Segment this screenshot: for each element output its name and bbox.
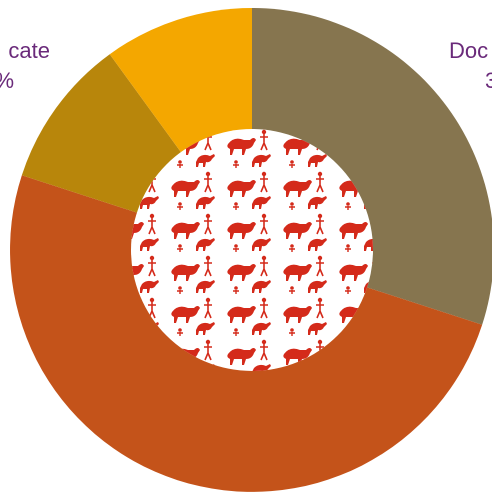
cave-painting-pattern <box>131 129 373 371</box>
slice-label-line: cate <box>8 38 50 63</box>
slice-label-3: cate% <box>0 38 50 93</box>
slice-labels: Doc 3 cate% <box>0 38 492 93</box>
slice-label-line: 3 <box>485 68 492 93</box>
slice-label-0: Doc 3 <box>449 38 492 93</box>
slice-label-line: % <box>0 68 14 93</box>
slice-label-line: Doc <box>449 38 488 63</box>
